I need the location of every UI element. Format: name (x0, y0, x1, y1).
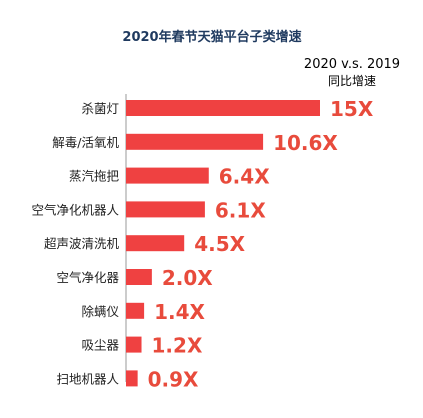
chart-title: 2020年春节天猫平台子类增速 (122, 29, 301, 45)
category-label-8: 扫地机器人 (56, 371, 119, 386)
category-label-7: 吸尘器 (81, 338, 119, 353)
value-label-1: 10.6X (273, 131, 338, 155)
comparison-note-line1: 2020 v.s. 2019 (304, 57, 400, 72)
bar-6 (126, 302, 145, 319)
value-label-8: 0.9X (148, 367, 199, 391)
bar-3 (126, 201, 205, 218)
category-label-5: 空气净化器 (56, 270, 119, 285)
value-label-6: 1.4X (154, 300, 205, 324)
category-label-4: 超声波清洗机 (44, 236, 120, 251)
category-label-3: 空气净化机器人 (31, 202, 119, 217)
value-label-0: 15X (330, 97, 374, 121)
value-label-2: 6.4X (219, 165, 270, 189)
bar-4 (126, 235, 185, 252)
value-label-3: 6.1X (215, 198, 266, 222)
bar-7 (126, 336, 142, 353)
bars-group: 杀菌灯 15X 解毒/活氧机 10.6X 蒸汽拖把 6.4X 空气净化机器人 6.1X 超声波清… (31, 97, 373, 391)
category-label-2: 蒸汽拖把 (69, 169, 120, 184)
value-label-7: 1.2X (152, 334, 203, 358)
bar-1 (126, 133, 264, 150)
category-label-0: 杀菌灯 (81, 101, 119, 116)
category-label-1: 解毒/活氧机 (52, 135, 119, 150)
value-label-5: 2.0X (162, 266, 213, 290)
category-label-6: 除螨仪 (81, 304, 119, 319)
bar-0 (126, 100, 320, 116)
bar-5 (126, 269, 152, 285)
bar-8 (126, 370, 138, 387)
value-label-4: 4.5X (194, 232, 245, 256)
comparison-note-line2: 同比增速 (328, 74, 376, 88)
bar-2 (126, 167, 209, 184)
